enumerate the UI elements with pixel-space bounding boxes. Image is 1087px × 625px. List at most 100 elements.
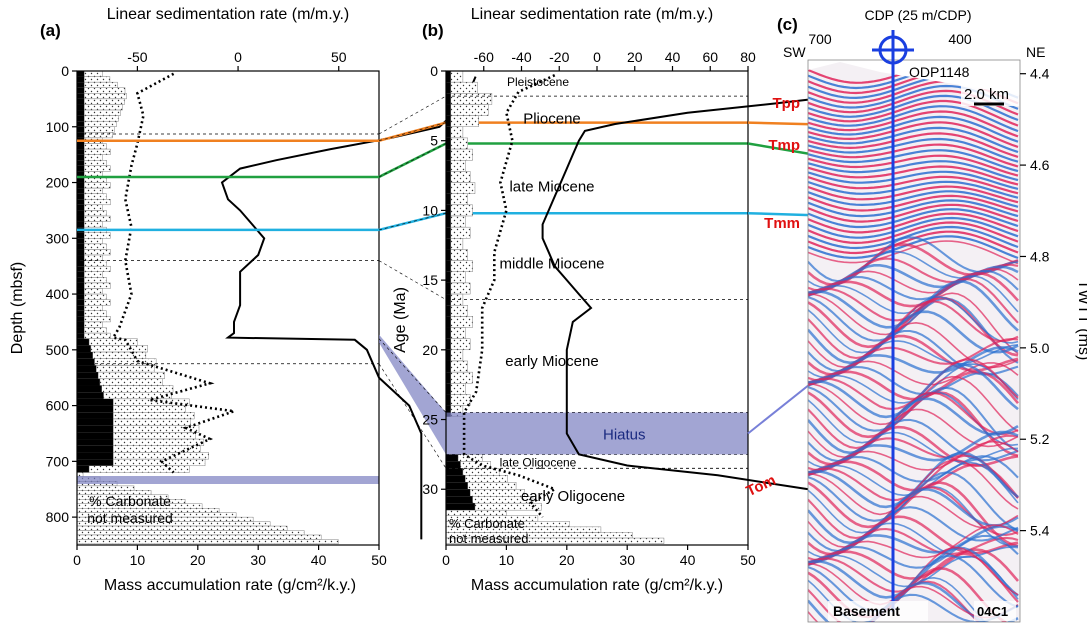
x-tick-label: 0 <box>73 552 81 568</box>
x-tick-label: 80 <box>740 49 756 65</box>
panel-b-mass-accumulation-line <box>541 74 888 538</box>
x-tick-label: 20 <box>627 49 643 65</box>
epoch-label: early Miocene <box>505 353 598 370</box>
basement-label-bg <box>828 601 928 621</box>
panel-b-hiatus-label: Hiatus <box>603 426 646 443</box>
panel-c-label: (c) <box>777 15 798 34</box>
panel-c-y-axis-label: TWTT (ms) <box>1075 280 1087 361</box>
y-tick-label: 0 <box>430 63 438 79</box>
panel-a-sedimentation-line <box>111 72 235 474</box>
panel-a-note-box: % Carbonate not measured <box>87 493 173 526</box>
x-tick-label: 30 <box>619 552 635 568</box>
line-id: 04C1 <box>977 604 1008 619</box>
horizon-label: Tom <box>744 472 779 500</box>
panel-a: (a) Linear sedimentation rate (m/m.y.) -… <box>9 6 477 594</box>
horizon-label: Tpp <box>773 95 801 112</box>
panel-b-y-axis-label: Age (Ma) <box>392 287 409 353</box>
panel-b-label: (b) <box>422 21 444 40</box>
y-tick-label: 30 <box>422 481 438 497</box>
line-id-bg <box>974 601 1016 621</box>
panel-a-carbonate-bars <box>76 70 339 545</box>
panel-c-cdp-tick: 400 <box>948 31 972 47</box>
panel-c-title: CDP (25 m/CDP) <box>864 7 971 23</box>
x-tick-label: 0 <box>442 552 450 568</box>
seismic-section <box>808 60 1020 622</box>
panel-b-frame <box>445 70 749 546</box>
scale-bar: 2.0 km <box>961 84 1019 106</box>
panel-b-age-ticks: 0 5 10 15 20 25 30 <box>422 63 446 497</box>
y-tick-label: 100 <box>46 119 70 135</box>
y-tick-label: 800 <box>46 509 70 525</box>
panel-a-hiatus-band <box>77 476 379 484</box>
x-tick-label: 30 <box>250 552 266 568</box>
panel-a-top-ticks: -50 0 50 <box>127 49 347 71</box>
y-tick-label: 600 <box>46 398 70 414</box>
twtt-tick-label: 5.4 <box>1030 523 1050 539</box>
horizon-label: Tmm <box>764 215 800 232</box>
horizon-connectors <box>77 95 748 469</box>
epoch-label: Pleistocene <box>507 75 569 89</box>
twtt-tick-label: 4.6 <box>1030 157 1050 173</box>
panel-b-note: % Carbonate not measured <box>449 516 529 546</box>
y-tick-label: 200 <box>46 175 70 191</box>
scale-bar-label: 2.0 km <box>964 86 1009 103</box>
panel-a-bottom-axis-label: Mass accumulation rate (g/cm²/k.y.) <box>104 577 356 594</box>
twtt-tick-label: 5.0 <box>1030 340 1050 356</box>
y-tick-label: 400 <box>46 286 70 302</box>
x-tick-label: 10 <box>499 552 515 568</box>
panel-c-cdp-tick: 700 <box>808 31 832 47</box>
x-tick-label: 40 <box>311 552 327 568</box>
epoch-label: Pliocene <box>523 110 581 127</box>
panel-b-carbonate-bars <box>445 70 665 544</box>
y-tick-label: 20 <box>422 342 438 358</box>
y-tick-label: 25 <box>422 412 438 428</box>
panel-c-direction-sw: SW <box>783 44 806 60</box>
panel-a-y-axis-label: Depth (mbsf) <box>9 262 26 354</box>
horizon-labels: Tpp Tmp Tmm Tom <box>744 95 800 500</box>
epoch-label: middle Miocene <box>499 255 604 272</box>
panel-c-twtt-ticks: 4.4 4.6 4.8 5.0 5.2 5.4 <box>1020 66 1050 539</box>
panel-a-boundaries <box>77 133 379 365</box>
panel-a-frame <box>76 70 380 546</box>
panel-a-bottom-ticks: 0 10 20 30 40 50 <box>73 545 387 568</box>
panel-b-top-ticks: -60 -40 -20 0 20 40 60 80 <box>474 49 756 71</box>
panel-a-label: (a) <box>40 21 61 40</box>
panel-b: (b) Linear sedimentation rate (m/m.y.) -… <box>392 6 888 594</box>
x-tick-label: 50 <box>331 49 347 65</box>
x-tick-label: 20 <box>190 552 206 568</box>
x-tick-label: -40 <box>511 49 531 65</box>
panel-b-bottom-axis-label: Mass accumulation rate (g/cm²/k.y.) <box>471 577 723 594</box>
x-tick-label: 50 <box>740 552 756 568</box>
x-tick-label: -60 <box>474 49 494 65</box>
x-tick-label: 0 <box>593 49 601 65</box>
x-tick-label: 10 <box>130 552 146 568</box>
horizon-label: Tmp <box>768 137 800 154</box>
panel-c-direction-ne: NE <box>1026 44 1045 60</box>
x-tick-label: -50 <box>127 49 147 65</box>
panel-b-sedimentation-line <box>462 74 558 518</box>
twtt-tick-label: 4.4 <box>1030 66 1050 82</box>
seismic-frame <box>807 59 1021 623</box>
basement-label: Basement <box>833 603 900 619</box>
twtt-tick-label: 4.8 <box>1030 248 1050 264</box>
y-tick-label: 700 <box>46 453 70 469</box>
panel-b-boundaries <box>446 95 748 469</box>
x-tick-label: 50 <box>371 552 387 568</box>
y-tick-label: 500 <box>46 342 70 358</box>
y-tick-label: 5 <box>430 133 438 149</box>
panel-a-top-axis-label: Linear sedimentation rate (m/m.y.) <box>107 6 349 23</box>
y-tick-label: 15 <box>422 272 438 288</box>
x-tick-label: 0 <box>234 49 242 65</box>
twtt-tick-label: 5.2 <box>1030 431 1050 447</box>
panel-b-top-axis-label: Linear sedimentation rate (m/m.y.) <box>471 6 713 23</box>
epoch-label: early Oligocene <box>521 488 625 505</box>
x-tick-label: 60 <box>702 49 718 65</box>
epoch-label: late Oligocene <box>500 455 577 469</box>
panel-a-depth-ticks: 0 100 200 300 400 500 600 700 800 <box>46 63 77 525</box>
y-tick-label: 0 <box>61 63 69 79</box>
y-tick-label: 300 <box>46 230 70 246</box>
x-tick-label: 40 <box>665 49 681 65</box>
y-tick-label: 10 <box>422 202 438 218</box>
panel-b-epoch-labels: Pleistocene Pliocene late Miocene middle Mi… <box>499 75 625 505</box>
